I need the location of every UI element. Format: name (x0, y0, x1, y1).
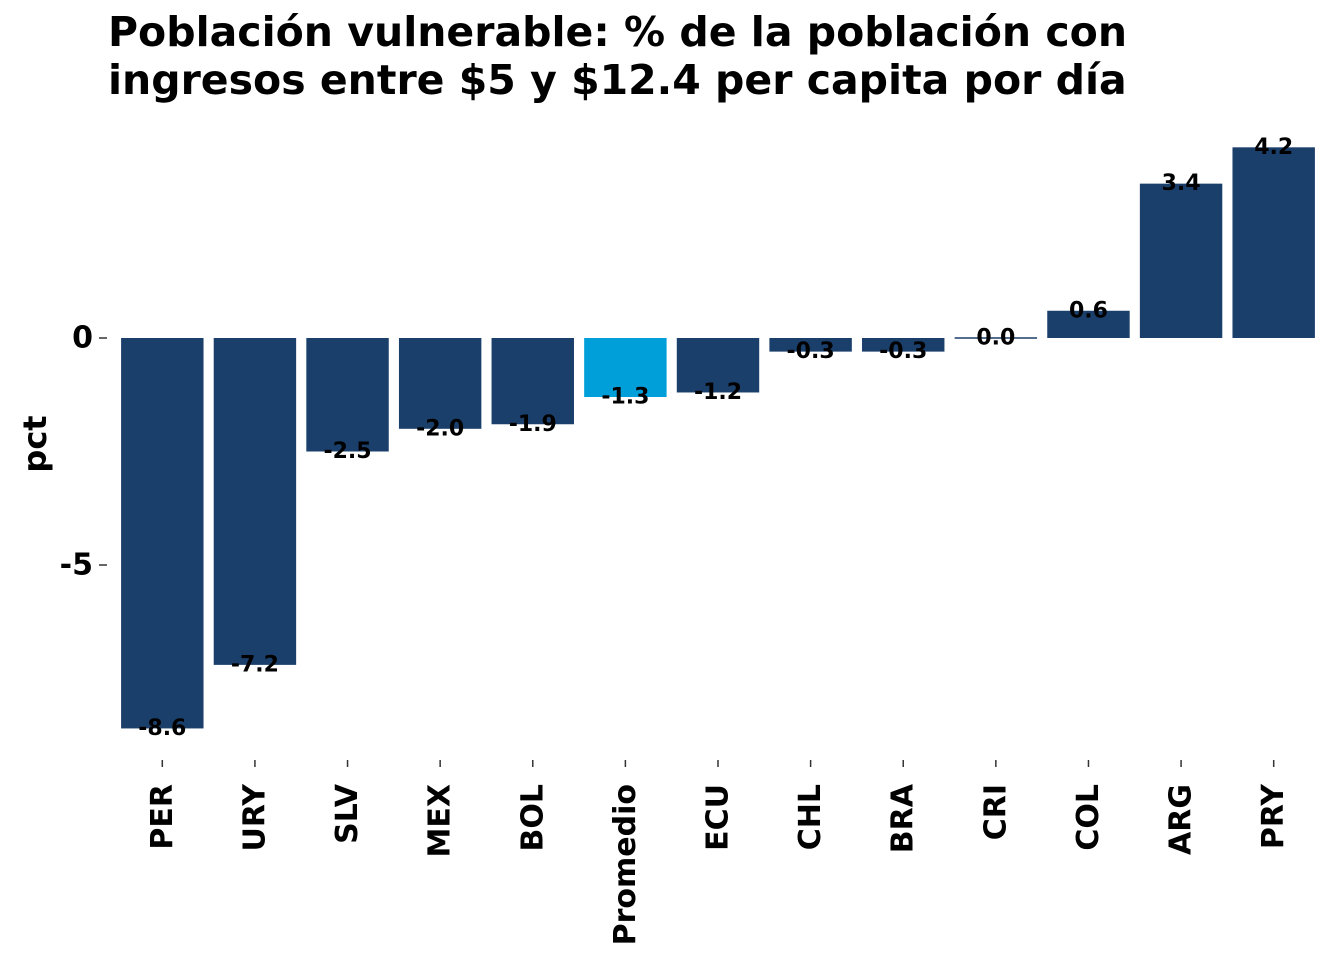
x-tick-label-pry: PRY (1256, 783, 1291, 849)
x-tick-label-chl: CHL (793, 784, 828, 850)
x-tick-label-ury: URY (237, 783, 272, 852)
value-label-ecu: -1.2 (694, 380, 742, 405)
bar-arg (1139, 183, 1223, 338)
bar-pry (1232, 147, 1315, 338)
x-tick-label-ecu: ECU (701, 784, 736, 851)
x-tick-label-bra: BRA (886, 783, 921, 853)
x-tick-label-mex: MEX (423, 784, 458, 857)
bar-promedio (584, 338, 667, 398)
bar-bra (862, 338, 945, 352)
bar-mex (398, 338, 482, 429)
y-tick-label--5: -5 (60, 548, 93, 583)
chart-title: Población vulnerable: % de la población … (108, 8, 1127, 104)
value-label-promedio: -1.3 (601, 385, 649, 410)
x-tick-label-cri: CRI (978, 784, 1013, 840)
y-axis-title: pct (16, 415, 54, 472)
bar-slv (306, 338, 389, 452)
x-tick-label-promedio: Promedio (608, 784, 643, 945)
x-tick-label-col: COL (1071, 784, 1106, 851)
value-label-col: 0.6 (1069, 298, 1108, 323)
y-axis: 0 -5 (60, 321, 107, 583)
x-axis: PER URY SLV MEX BOL Promedio ECU CHL BRA CRI COL AR… (145, 760, 1291, 945)
value-label-chl: -0.3 (787, 339, 835, 364)
x-tick-label-slv: SLV (330, 783, 365, 844)
bar-per (121, 338, 204, 729)
chart-title-line-1: Población vulnerable: % de la población … (108, 8, 1128, 56)
bar-ecu (676, 338, 760, 393)
bar-chl (769, 338, 852, 352)
value-label-slv: -2.5 (323, 439, 371, 464)
bar-bol (491, 338, 574, 425)
bar-cri (954, 337, 1038, 339)
x-tick-label-arg: ARG (1164, 784, 1199, 855)
value-label-pry: 4.2 (1254, 135, 1293, 160)
y-tick-label-0: 0 (72, 321, 93, 356)
value-label-bra: -0.3 (879, 339, 927, 364)
bar-col (1047, 310, 1130, 338)
bars-group (121, 147, 1315, 729)
value-label-ury: -7.2 (231, 652, 279, 677)
bar-ury (213, 338, 297, 665)
value-label-arg: 3.4 (1162, 171, 1201, 196)
value-label-bol: -1.9 (509, 412, 557, 437)
x-tick-label-per: PER (145, 784, 180, 850)
value-label-per: -8.6 (138, 716, 186, 741)
chart-title-line-2: ingresos entre $5 y $12.4 per capita por… (108, 56, 1127, 104)
value-labels-group: -8.6 -7.2 -2.5 -2.0 -1.9 -1.3 -1.2 -0.3 -0.3 0.0 0… (138, 135, 1293, 741)
value-label-mex: -2.0 (416, 416, 464, 441)
x-tick-label-bol: BOL (515, 784, 550, 852)
value-label-cri: 0.0 (976, 326, 1015, 351)
